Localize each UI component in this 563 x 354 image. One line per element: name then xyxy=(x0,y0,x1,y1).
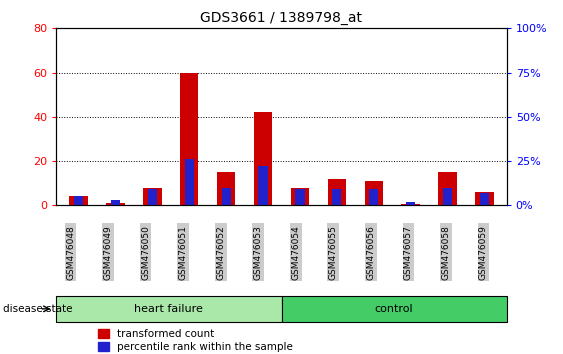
Text: GSM476059: GSM476059 xyxy=(479,225,488,280)
Text: GDS3661 / 1389798_at: GDS3661 / 1389798_at xyxy=(200,11,363,25)
Text: GSM476049: GSM476049 xyxy=(104,225,113,280)
Text: heart failure: heart failure xyxy=(135,304,203,314)
Bar xyxy=(217,172,235,205)
Bar xyxy=(439,172,457,205)
Text: GSM476057: GSM476057 xyxy=(404,225,413,280)
Bar xyxy=(258,166,267,205)
Legend: transformed count, percentile rank within the sample: transformed count, percentile rank withi… xyxy=(94,325,297,354)
Bar xyxy=(143,188,162,205)
Bar xyxy=(369,189,378,205)
Text: GSM476048: GSM476048 xyxy=(66,225,75,280)
Bar xyxy=(180,73,198,205)
Bar xyxy=(111,200,120,205)
Bar xyxy=(480,193,489,205)
Bar xyxy=(296,189,305,205)
Text: GSM476058: GSM476058 xyxy=(441,225,450,280)
Text: control: control xyxy=(375,304,413,314)
Text: GSM476055: GSM476055 xyxy=(329,225,338,280)
Bar xyxy=(74,196,83,205)
Text: GSM476054: GSM476054 xyxy=(291,225,300,280)
Text: GSM476051: GSM476051 xyxy=(178,225,187,280)
Bar xyxy=(443,188,452,205)
Bar xyxy=(401,204,420,205)
Text: GSM476050: GSM476050 xyxy=(141,225,150,280)
Text: disease state: disease state xyxy=(3,304,72,314)
Bar xyxy=(406,202,415,205)
Bar xyxy=(106,203,124,205)
Bar xyxy=(69,196,88,205)
Bar xyxy=(291,188,309,205)
Bar xyxy=(475,192,494,205)
Bar xyxy=(148,189,157,205)
Bar xyxy=(365,181,383,205)
Bar xyxy=(332,189,342,205)
Bar xyxy=(254,113,272,205)
Bar xyxy=(328,179,346,205)
Text: GSM476053: GSM476053 xyxy=(254,225,263,280)
Text: GSM476056: GSM476056 xyxy=(367,225,376,280)
Text: GSM476052: GSM476052 xyxy=(216,225,225,280)
Bar xyxy=(221,188,231,205)
Bar xyxy=(185,159,194,205)
